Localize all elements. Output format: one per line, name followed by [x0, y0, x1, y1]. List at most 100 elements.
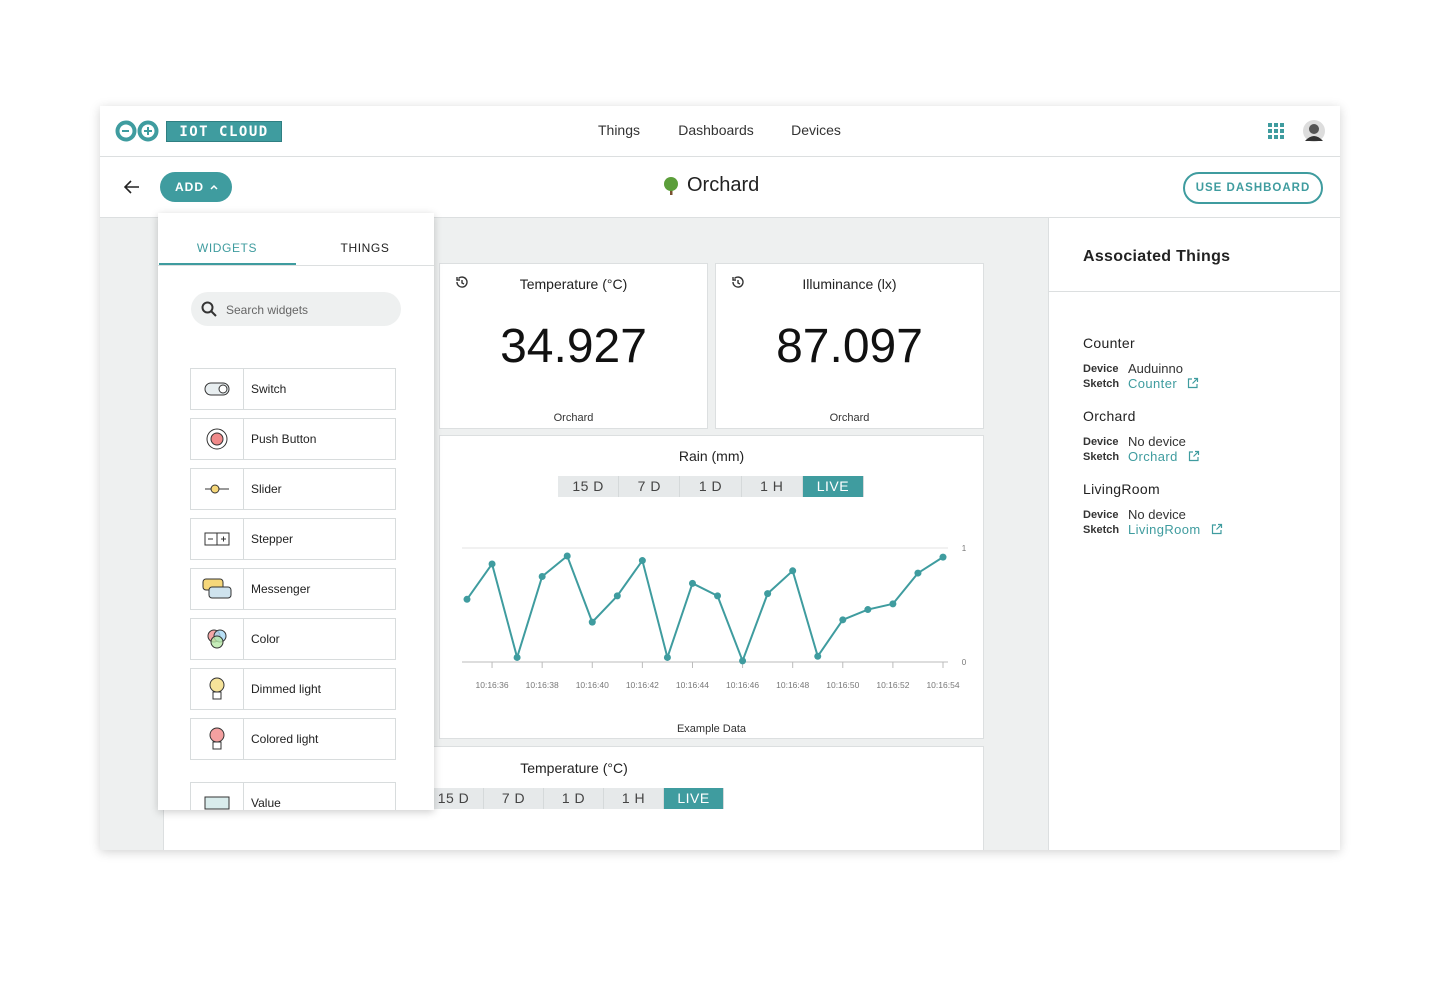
range-option[interactable]: LIVE — [664, 788, 724, 809]
nav-link[interactable]: Things — [597, 122, 641, 138]
x-tick-label: 10:16:46 — [726, 680, 759, 690]
sketch-name: Counter — [1128, 376, 1178, 391]
widget-icon-cell — [191, 369, 244, 409]
app-window: IOT CLOUD ADD Orchard USE DASHBOARD Rain… — [100, 106, 1340, 850]
sketch-link[interactable]: Orchard — [1128, 449, 1200, 464]
search-icon — [201, 301, 217, 317]
widget-item[interactable]: Push Button — [190, 418, 396, 460]
rain-line-chart: 0 1 10:16:36 10:16:38 10:16:40 10:16:42 10:16:… — [462, 544, 967, 690]
widget-icon — [209, 677, 225, 700]
widget-value: 87.097 — [776, 320, 923, 373]
data-point — [688, 579, 696, 587]
sketch-name: LivingRoom — [1128, 522, 1201, 537]
top-bar: IOT CLOUD — [100, 106, 1340, 157]
widget-icon — [207, 629, 227, 649]
add-label: ADD — [175, 180, 204, 194]
device-value: No device — [1128, 434, 1186, 449]
add-button[interactable]: ADD — [160, 172, 232, 202]
data-point — [538, 573, 546, 580]
widget-icon-cell — [191, 419, 244, 459]
range-option[interactable]: 7 D — [619, 476, 681, 497]
widget-item[interactable]: Switch — [190, 368, 396, 410]
device-label: Device — [1083, 436, 1119, 448]
data-point — [739, 657, 747, 665]
back-arrow[interactable] — [124, 180, 140, 194]
nav-link[interactable]: Dashboards — [678, 122, 754, 138]
tree-icon — [664, 177, 678, 195]
data-point — [463, 595, 471, 603]
use-dashboard-button[interactable]: USE DASHBOARD — [1183, 172, 1323, 204]
search-placeholder: Search widgets — [226, 303, 309, 317]
apps-icon[interactable] — [1268, 123, 1284, 139]
thing-name: LivingRoom — [1083, 481, 1160, 497]
sketch-link[interactable]: Counter — [1128, 376, 1199, 391]
widget-name: Colored light — [251, 732, 319, 746]
tab-things[interactable]: THINGS — [340, 241, 390, 255]
x-tick-label: 10:16:50 — [826, 680, 859, 690]
widget-name: Color — [251, 632, 280, 646]
y-tick-label: 0 — [962, 658, 967, 667]
arduino-logo[interactable] — [115, 120, 161, 142]
chart-title: Rain (mm) — [678, 448, 745, 464]
device-label: Device — [1083, 509, 1119, 521]
widget-item[interactable]: Color — [190, 618, 396, 660]
device-value: No device — [1128, 507, 1186, 522]
range-option[interactable]: LIVE — [802, 476, 865, 497]
data-point — [764, 590, 772, 598]
sketch-link[interactable]: LivingRoom — [1128, 522, 1223, 537]
widget-icon — [204, 382, 230, 396]
range-option[interactable]: 15 D — [424, 788, 484, 809]
widget-icon — [202, 578, 232, 599]
sketch-label: Sketch — [1083, 524, 1120, 536]
widget-name: Switch — [251, 382, 287, 396]
widget-item[interactable]: Colored light — [190, 718, 396, 760]
avatar[interactable] — [1303, 120, 1325, 142]
widget-name: Slider — [251, 482, 282, 496]
history-icon-wrap — [730, 275, 746, 296]
widget-item[interactable]: Slider — [190, 468, 396, 510]
x-tick-label: 10:16:38 — [526, 680, 559, 690]
history-svg[interactable] — [730, 275, 746, 291]
x-tick-label: 10:16:36 — [476, 680, 509, 690]
x-tick-label: 10:16:54 — [926, 680, 959, 690]
history-icon — [732, 276, 744, 288]
range-option[interactable]: 15 D — [558, 476, 620, 497]
x-tick-label: 10:16:40 — [576, 680, 609, 690]
widget-footer: Orchard — [553, 412, 594, 424]
widget-name: Push Button — [251, 432, 317, 446]
data-point — [864, 606, 872, 614]
widget-item[interactable]: Messenger — [190, 568, 396, 610]
sketch-label: Sketch — [1083, 378, 1120, 390]
widget-item[interactable]: Dimmed light — [190, 668, 396, 710]
external-link-icon — [1211, 523, 1222, 535]
dashboard-title: Orchard — [687, 174, 760, 196]
data-point — [488, 560, 496, 568]
x-tick-label: 10:16:52 — [876, 680, 909, 690]
widget-footer: Orchard — [829, 412, 870, 424]
data-point — [638, 557, 646, 565]
data-point — [839, 616, 847, 624]
device-value: Auduinno — [1128, 361, 1183, 376]
widget-icon — [205, 484, 229, 494]
x-tick-label: 10:16:48 — [776, 680, 809, 690]
widget-icon-cell — [191, 519, 244, 559]
widget-item[interactable]: Stepper — [190, 518, 396, 560]
range-option[interactable]: 1 H — [742, 476, 803, 497]
data-point — [889, 600, 897, 608]
widget-name: Stepper — [251, 532, 294, 546]
history-svg[interactable] — [454, 275, 470, 291]
widget-icon-cell — [191, 619, 244, 659]
range-option[interactable]: 1 D — [680, 476, 742, 497]
widget-item[interactable]: Value — [190, 782, 396, 810]
history-icon — [456, 276, 468, 288]
nav-link[interactable]: Devices — [791, 122, 841, 138]
range-option[interactable]: 1 H — [604, 788, 664, 809]
range-option[interactable]: 1 D — [544, 788, 604, 809]
tab-widgets[interactable]: WIDGETS — [196, 241, 258, 255]
logo-text[interactable]: IOT CLOUD — [166, 121, 282, 142]
range-option[interactable]: 7 D — [484, 788, 544, 809]
widget-title: Temperature (°C) — [519, 276, 628, 292]
search-box[interactable]: Search widgets — [191, 292, 401, 326]
